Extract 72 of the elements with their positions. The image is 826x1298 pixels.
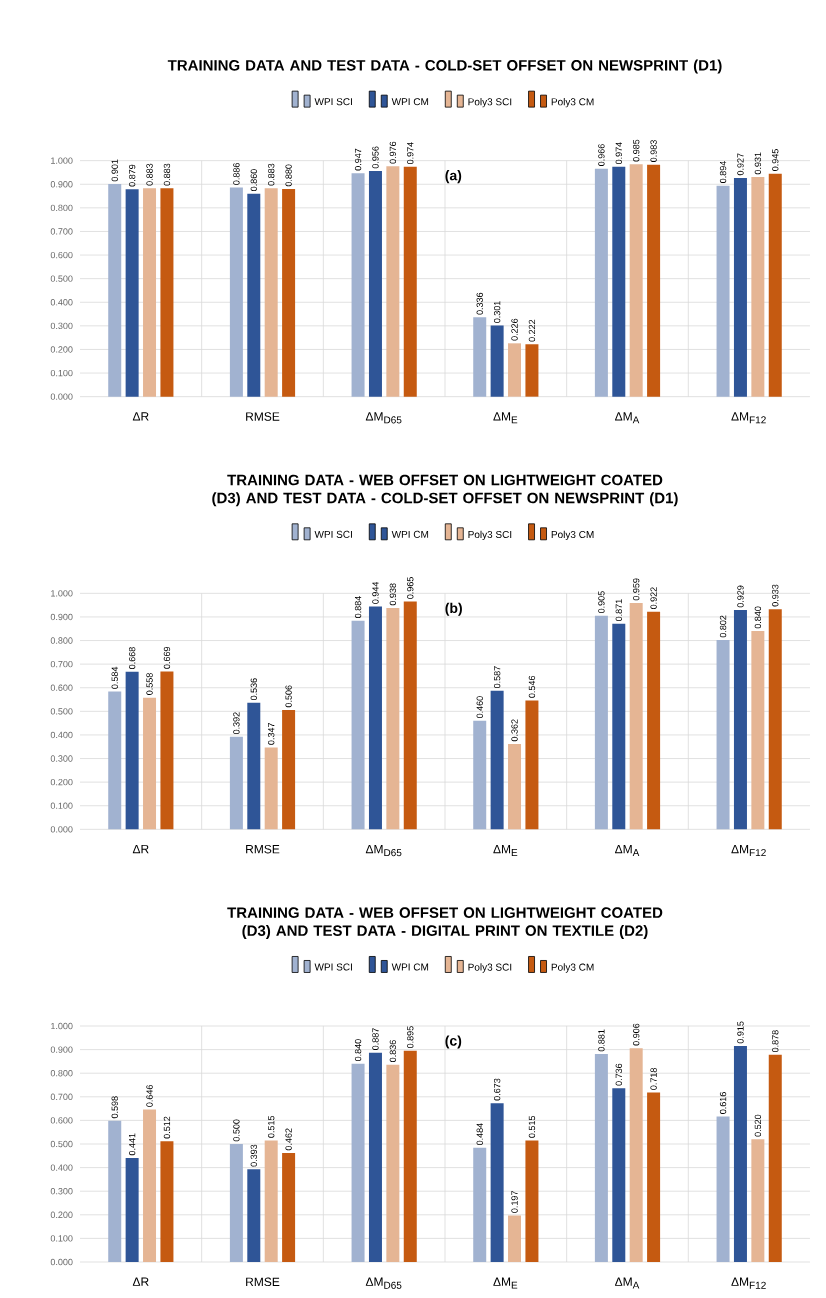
bar xyxy=(647,164,661,397)
bar xyxy=(733,177,747,397)
bar xyxy=(125,1157,139,1262)
bar xyxy=(612,1088,626,1262)
bar xyxy=(351,620,365,830)
bar xyxy=(403,601,417,830)
bar xyxy=(264,747,278,830)
bar xyxy=(125,189,139,397)
bar xyxy=(403,166,417,397)
bar xyxy=(160,1141,174,1262)
bar xyxy=(751,631,765,830)
bar xyxy=(508,343,522,397)
bar xyxy=(525,1140,539,1262)
bar xyxy=(368,606,382,830)
bar xyxy=(490,325,504,397)
bar xyxy=(612,623,626,830)
bar xyxy=(473,317,487,397)
bar xyxy=(108,184,122,397)
bar xyxy=(229,187,243,397)
bar xyxy=(751,176,765,397)
bar xyxy=(386,607,400,830)
bar xyxy=(508,743,522,830)
bar xyxy=(508,1215,522,1262)
bar xyxy=(525,344,539,397)
bar xyxy=(160,671,174,830)
bar xyxy=(647,611,661,830)
bar xyxy=(247,702,261,830)
bar xyxy=(473,720,487,830)
bar xyxy=(108,691,122,830)
bar xyxy=(229,736,243,830)
bar xyxy=(647,1092,661,1262)
bar xyxy=(768,173,782,397)
bar xyxy=(594,1054,608,1262)
bar xyxy=(143,188,157,397)
bar xyxy=(751,1139,765,1262)
bar xyxy=(108,1120,122,1262)
bar xyxy=(247,193,261,397)
bar xyxy=(282,188,296,397)
bar xyxy=(716,185,730,397)
bar xyxy=(733,1046,747,1262)
bar xyxy=(351,173,365,397)
bar xyxy=(594,168,608,397)
bar xyxy=(386,1064,400,1262)
bar xyxy=(282,1152,296,1262)
bar xyxy=(264,1140,278,1262)
bar xyxy=(160,188,174,397)
bar xyxy=(490,690,504,830)
bar xyxy=(716,640,730,830)
bar xyxy=(264,188,278,397)
bar xyxy=(351,1063,365,1262)
bar xyxy=(490,1103,504,1262)
bar xyxy=(386,166,400,397)
bar xyxy=(525,700,539,830)
bar xyxy=(629,1048,643,1262)
bar xyxy=(629,164,643,397)
bar xyxy=(733,610,747,830)
bar xyxy=(768,1054,782,1262)
bar xyxy=(768,609,782,830)
bar xyxy=(368,1052,382,1262)
bar xyxy=(229,1144,243,1262)
bar xyxy=(143,1109,157,1262)
bar xyxy=(716,1116,730,1262)
bar xyxy=(403,1050,417,1262)
bar xyxy=(594,615,608,830)
bar xyxy=(612,166,626,397)
bar xyxy=(473,1147,487,1262)
bar xyxy=(629,603,643,830)
bar xyxy=(368,171,382,397)
bar xyxy=(282,709,296,830)
bar xyxy=(143,697,157,830)
bar xyxy=(247,1169,261,1262)
bar xyxy=(125,671,139,830)
